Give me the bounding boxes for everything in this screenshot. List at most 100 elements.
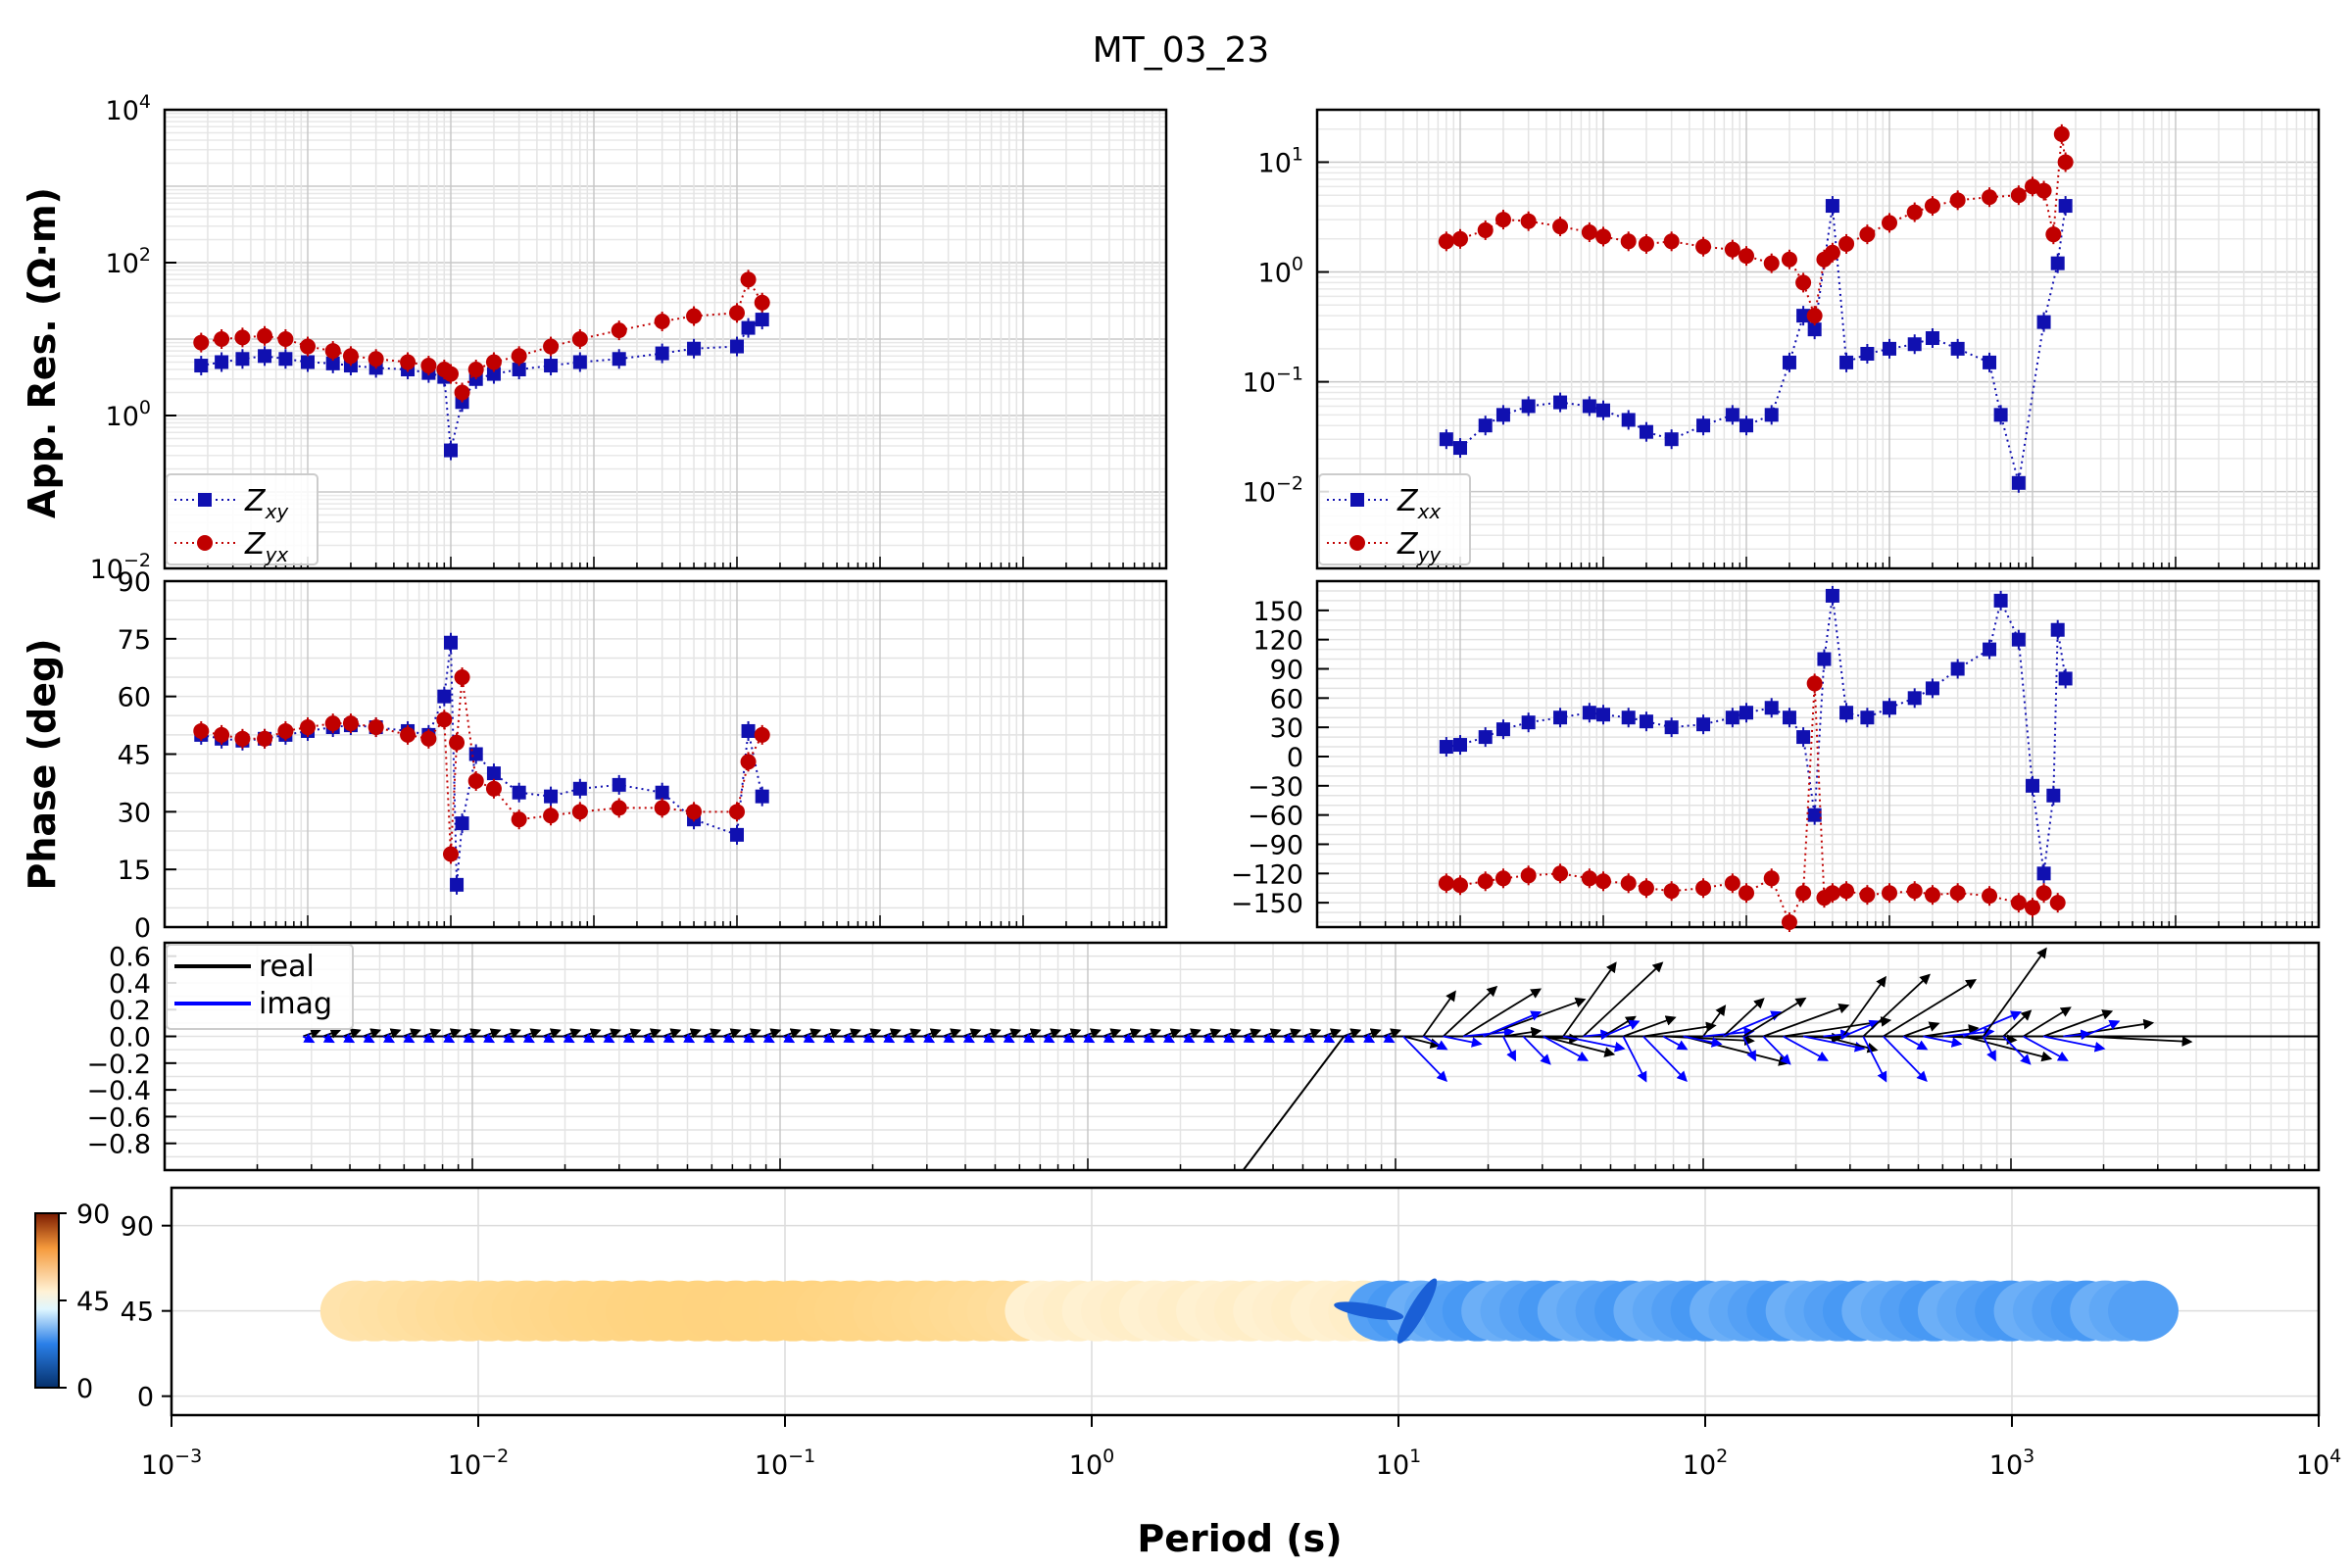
series-zxy-res-point <box>444 443 458 458</box>
tipper-imag-arrow <box>1862 1036 1887 1083</box>
res-diag-ytick-label: 10−2 <box>1243 473 1303 509</box>
tipper-real-arrow <box>1562 961 1617 1038</box>
colorbar-tick-label: 90 <box>76 1200 110 1230</box>
series-zyx-phase-point <box>543 808 560 824</box>
series-zyx-res-point <box>754 294 770 311</box>
tipper-real-arrow <box>1582 961 1664 1038</box>
tipper-imag-arrow <box>2082 1019 2121 1038</box>
series-zxx-phase-point <box>1439 740 1453 755</box>
series-zxx-res-point <box>1860 346 1875 361</box>
tipper-imag-arrow <box>1642 1035 1688 1083</box>
res-main-legend-swatch-marker <box>198 493 212 507</box>
tipper-imag-arrow <box>1742 1036 1756 1062</box>
phase-main-ytick-label: 75 <box>118 625 151 656</box>
res-main-ytick-label: 102 <box>106 244 151 279</box>
series-zxx-phase-point <box>1664 720 1679 735</box>
series-zxy-res-point <box>730 339 744 354</box>
series-zxx-res-point <box>1596 403 1610 417</box>
series-zxx-res-point <box>1807 322 1822 337</box>
series-zxx-res-point <box>1521 399 1536 414</box>
tipper-imag-arrow <box>782 1033 796 1044</box>
series-zxy-res-point <box>572 355 587 369</box>
phase-tensor-ellipses <box>319 1278 2179 1344</box>
tipper-imag-arrow <box>1602 1019 1641 1038</box>
tipper-imag-arrow <box>682 1033 696 1044</box>
x-tick-label-exp: −1 <box>788 1446 815 1467</box>
series-zxx-phase-point <box>1839 706 1854 720</box>
series-zxx-phase-point <box>2026 778 2039 793</box>
tipper-imag-arrow <box>1222 1033 1236 1044</box>
series-zyy-phase-point <box>1595 873 1611 890</box>
res-main-ytick-label: 10−2 <box>90 550 151 585</box>
series-zxx-res-point <box>1696 418 1711 433</box>
series-zyx-phase-point <box>467 772 484 789</box>
tipper-imag-arrow <box>962 1033 975 1044</box>
tipper-imag-arrow <box>342 1033 356 1044</box>
series-zxx-res-point <box>1950 341 1965 356</box>
series-zyx-res-point <box>277 331 294 347</box>
tipper-ytick-label: 0.6 <box>109 943 151 973</box>
res-diag-ytick-label: 101 <box>1258 143 1303 178</box>
series-zyy-res-point <box>1795 274 1812 291</box>
tipper-imag-arrow <box>1982 1036 1996 1062</box>
res-diag-ytick-label-exp: −1 <box>1276 364 1303 385</box>
series-zyx-phase-point <box>368 719 384 736</box>
series-zxy-phase <box>194 632 769 895</box>
series-zyy-phase-point <box>1781 914 1797 931</box>
tipper-imag-arrow <box>1182 1033 1196 1044</box>
series-zxy-res-point <box>655 346 669 361</box>
tipper-imag-arrow <box>463 1033 475 1044</box>
series-zyx-res-point <box>324 343 341 360</box>
series-zyy-res-point <box>1438 233 1454 250</box>
tipper-imag-arrow <box>622 1033 635 1044</box>
tipper-imag-arrow <box>1662 1035 1689 1051</box>
y-axis-label-resistivity: App. Res. (Ω·m) <box>21 187 64 518</box>
tipper-real-arrow <box>1702 1004 1727 1038</box>
series-zxx-phase-point <box>1883 701 1896 715</box>
tipper-imag-arrow <box>1923 1035 1963 1048</box>
series-zyx-res-point <box>400 354 416 370</box>
tipper-imag-arrow <box>882 1033 896 1044</box>
series-zxx-phase-point <box>2050 622 2065 637</box>
tipper-imag-arrow <box>1243 1033 1255 1044</box>
series-zyy-phase-point <box>2025 900 2040 916</box>
series-zxy-phase-point <box>655 785 669 800</box>
series-zyy-phase-point <box>1477 873 1494 890</box>
series-zxy-phase-point <box>741 723 756 738</box>
res-main-ytick-label: 104 <box>106 91 151 126</box>
phase-diag-ytick-label: 150 <box>1252 597 1303 627</box>
series-zyy-phase-point <box>1882 885 1897 902</box>
y-axis-label-phase: Phase (deg) <box>21 638 64 890</box>
res-main-ytick-label-exp: 4 <box>139 91 151 113</box>
series-zxx-res-point <box>1764 408 1779 422</box>
series-zxx-phase-point <box>1782 710 1796 725</box>
series-zyx-phase-point <box>324 715 341 732</box>
series-zyy-res-point <box>1859 226 1876 243</box>
res-diag-legend-label-sub: yy <box>1417 543 1443 566</box>
series-zxx-phase-point <box>1983 642 1997 657</box>
series-zxx-res-point <box>1782 355 1796 369</box>
res-diag-legend-swatch-marker <box>1349 535 1365 551</box>
series-zyx-phase-point <box>400 726 416 743</box>
tipper-imag-arrow <box>642 1033 656 1044</box>
res-diag-ytick-label-exp: 1 <box>1292 143 1303 165</box>
tipper-imag-arrow <box>542 1033 556 1044</box>
tipper-real-arrow <box>1902 1021 1940 1038</box>
tipper-imag-arrow <box>1362 1033 1376 1044</box>
series-zxx-res-point <box>1553 395 1568 410</box>
series-zyx-phase-point <box>686 804 703 820</box>
tipper-imag-arrow <box>942 1033 956 1044</box>
phase-diag-ytick-label: −120 <box>1231 859 1303 890</box>
tipper-real-arrow <box>1742 997 1807 1038</box>
tipper-real-arrow <box>1402 1035 1442 1049</box>
series-zyy-res-point <box>2053 125 2070 142</box>
tipper-imag-arrow <box>1562 1035 1626 1053</box>
series-zyy-phase <box>1438 673 2066 933</box>
tipper-real-arrow <box>1543 1035 1616 1057</box>
tipper-real-arrow <box>1462 988 1543 1038</box>
x-tick-label: 100 <box>1069 1446 1114 1481</box>
pt-ytick-label: 0 <box>137 1383 154 1413</box>
x-tick-label-exp: 3 <box>2023 1446 2034 1467</box>
series-zxx-phase-point <box>1621 710 1636 725</box>
tipper-imag-arrow <box>2023 1035 2069 1061</box>
